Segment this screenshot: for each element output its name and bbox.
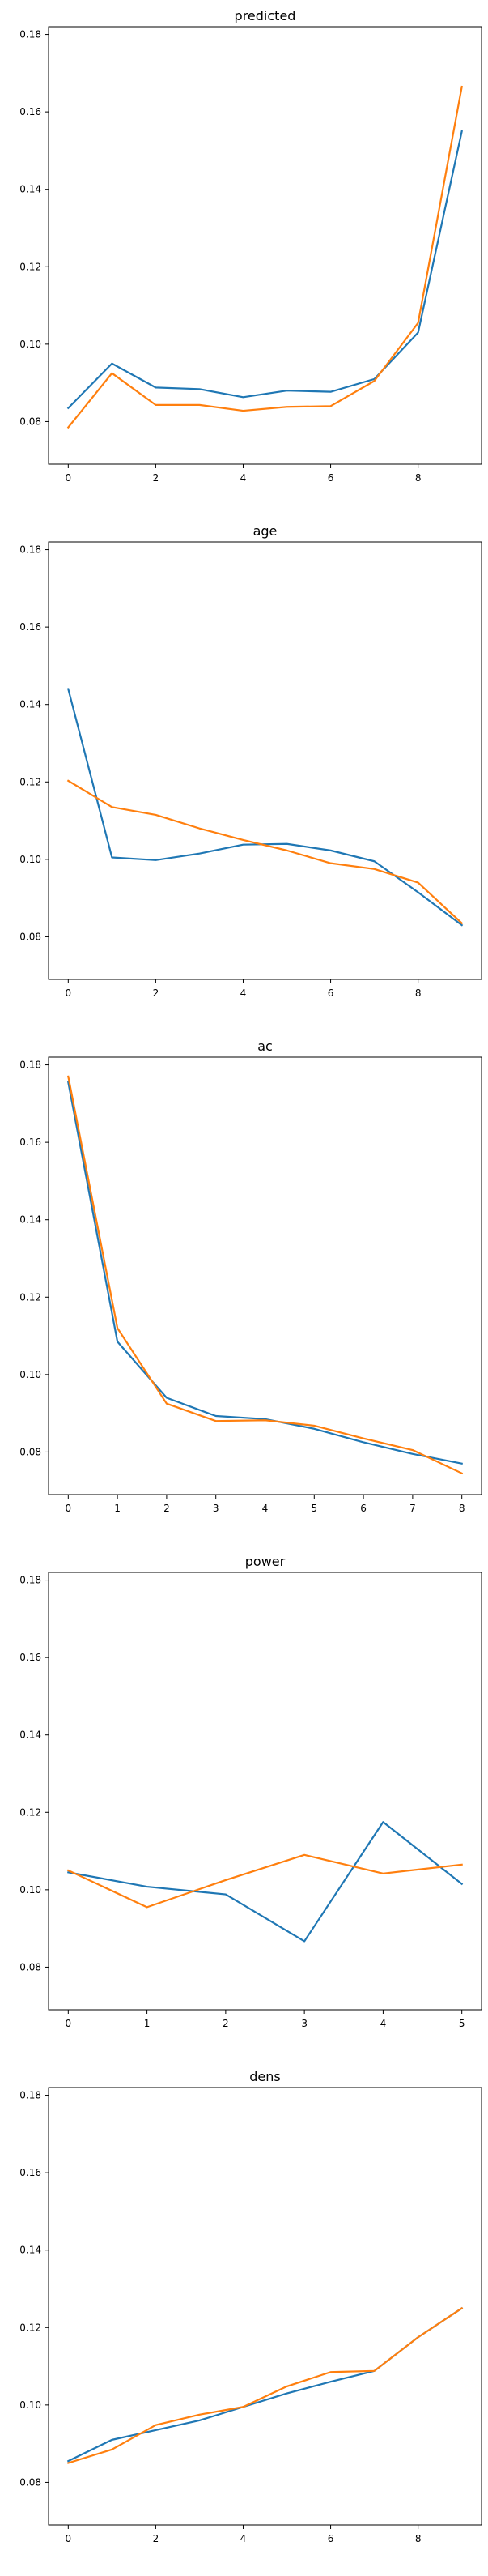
y-tick-label: 0.10 [19, 339, 41, 350]
x-tick-label: 1 [144, 2018, 151, 2029]
x-tick-label: 4 [240, 472, 247, 484]
chart-4: dens 0 2 4 6 8 0.08 0.10 0.12 0.14 0.16 0.18 [19, 2069, 482, 2544]
axes-frame [48, 541, 482, 980]
x-tick-label: 4 [262, 1503, 269, 1514]
x-tick-label: 6 [328, 2533, 334, 2544]
y-tick-label: 0.18 [19, 1060, 41, 1071]
chart-3: power 0 1 2 3 4 5 0.08 0.10 0.12 0.14 0.16 0.18 [19, 1554, 482, 2029]
x-tick-label: 0 [65, 472, 71, 484]
x-tick-label: 4 [240, 2533, 247, 2544]
x-tick-label: 4 [380, 2018, 387, 2029]
series-line-1 [66, 779, 464, 925]
chart-title: ac [257, 1039, 273, 1054]
axes-frame [48, 1572, 482, 2011]
y-tick-label: 0.08 [19, 416, 41, 427]
series-line-1 [66, 1853, 463, 1909]
y-tick-label: 0.16 [19, 1137, 41, 1148]
x-tick-label: 6 [328, 987, 334, 999]
x-tick-label: 8 [459, 1503, 465, 1514]
series-line-0 [66, 688, 464, 927]
x-tick-label: 3 [301, 2018, 308, 2029]
chart-2: ac 0 1 2 3 4 5 6 7 8 0.08 0.10 0.12 0.14 0.16 0.18 [19, 1039, 482, 1514]
x-tick-label: 2 [153, 987, 159, 999]
series-line-1 [67, 1075, 464, 1475]
x-tick-label: 5 [311, 1503, 317, 1514]
y-tick-label: 0.18 [19, 29, 41, 41]
x-tick-label: 8 [415, 987, 422, 999]
x-tick-label: 4 [240, 987, 247, 999]
x-tick-label: 0 [65, 987, 71, 999]
y-tick-label: 0.10 [19, 1369, 41, 1380]
y-tick-label: 0.12 [19, 2322, 41, 2333]
y-tick-label: 0.08 [19, 2476, 41, 2488]
y-tick-label: 0.16 [19, 621, 41, 633]
y-tick-label: 0.16 [19, 1652, 41, 1663]
series-line-0 [67, 1081, 463, 1465]
chart-title: predicted [235, 8, 296, 23]
chart-title: age [253, 523, 278, 539]
x-tick-label: 2 [163, 1503, 170, 1514]
x-tick-label: 1 [114, 1503, 121, 1514]
series-line-1 [66, 85, 463, 429]
y-tick-label: 0.10 [19, 854, 41, 865]
chart-1: age 0 2 4 6 8 0.08 0.10 0.12 0.14 0.16 0.18 [19, 523, 482, 999]
y-tick-label: 0.08 [19, 1446, 41, 1457]
y-tick-label: 0.10 [19, 2399, 41, 2411]
y-tick-label: 0.14 [19, 1729, 41, 1741]
chart-title: power [245, 1554, 286, 1569]
x-tick-label: 6 [328, 472, 334, 484]
y-tick-label: 0.12 [19, 261, 41, 272]
x-tick-label: 8 [415, 472, 422, 484]
series-line-0 [66, 130, 463, 410]
y-tick-label: 0.12 [19, 776, 41, 787]
y-tick-label: 0.10 [19, 1884, 41, 1896]
y-tick-label: 0.18 [19, 2090, 41, 2101]
axes-frame [48, 26, 482, 465]
y-tick-label: 0.12 [19, 1291, 41, 1303]
x-tick-label: 2 [223, 2018, 229, 2029]
chart-0: predicted 0 2 4 6 8 0.08 0.10 0.12 0.14 0.16 0.18 [19, 8, 482, 484]
axes-frame [48, 1056, 482, 1495]
x-tick-label: 2 [153, 472, 159, 484]
x-tick-label: 6 [360, 1503, 367, 1514]
y-tick-label: 0.18 [19, 544, 41, 556]
y-tick-label: 0.16 [19, 2167, 41, 2178]
y-tick-label: 0.12 [19, 1806, 41, 1818]
x-tick-label: 3 [213, 1503, 219, 1514]
y-tick-label: 0.14 [19, 2245, 41, 2256]
series-line-1 [66, 2306, 464, 2464]
y-tick-label: 0.18 [19, 1575, 41, 1586]
y-tick-label: 0.16 [19, 106, 41, 117]
series-line-0 [66, 2306, 464, 2463]
y-tick-label: 0.14 [19, 184, 41, 195]
x-tick-label: 7 [409, 1503, 416, 1514]
axes-frame [48, 2087, 482, 2526]
y-tick-label: 0.14 [19, 1214, 41, 1226]
x-tick-label: 5 [459, 2018, 465, 2029]
x-tick-label: 0 [65, 1503, 71, 1514]
y-tick-label: 0.08 [19, 931, 41, 942]
x-tick-label: 2 [153, 2533, 159, 2544]
chart-title: dens [249, 2069, 280, 2084]
x-tick-label: 8 [415, 2533, 422, 2544]
x-tick-label: 0 [65, 2533, 71, 2544]
series-line-0 [67, 1821, 464, 1943]
x-tick-label: 0 [65, 2018, 71, 2029]
y-tick-label: 0.14 [19, 699, 41, 710]
y-tick-label: 0.08 [19, 1961, 41, 1973]
